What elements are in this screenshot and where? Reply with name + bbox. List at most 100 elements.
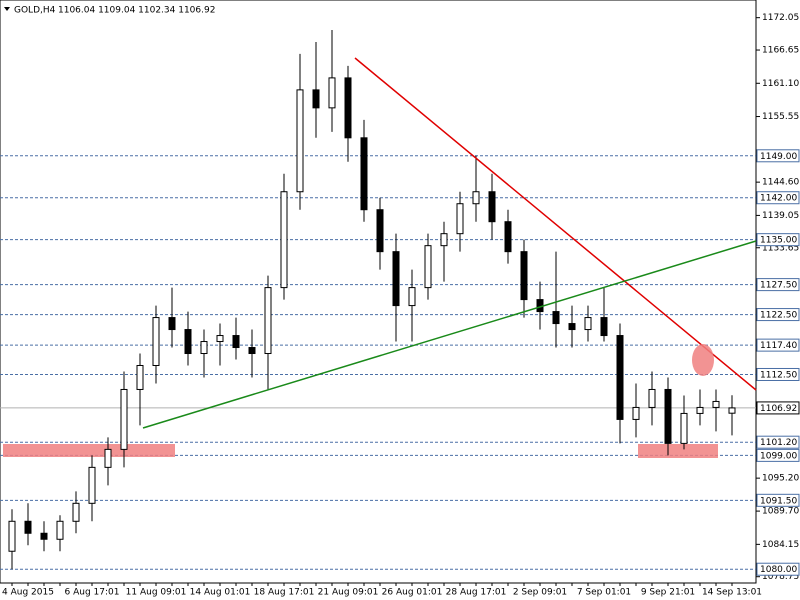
x-tick-label: 21 Aug 09:01 — [318, 588, 379, 598]
candle-body — [360, 137, 368, 211]
x-tick-label: 4 Aug 2015 — [2, 588, 54, 598]
candle-body — [632, 406, 640, 420]
level-label-box — [756, 367, 800, 381]
level-label-box — [756, 308, 800, 322]
candle-body — [376, 209, 384, 253]
level-label: 1135.00 — [760, 236, 797, 246]
y-tick-label: 1078.75 — [762, 572, 799, 582]
y-tick-label: 1089.70 — [762, 507, 799, 517]
x-tick-label: 14 Aug 01:01 — [190, 588, 251, 598]
candle-body — [664, 388, 672, 444]
y-tick-label: 1144.60 — [762, 178, 799, 188]
x-tick-label: 2 Sep 09:01 — [513, 588, 567, 598]
x-tick-label: 14 Sep 13:01 — [702, 588, 762, 598]
current-price-label: 1106.92 — [760, 404, 797, 414]
y-tick-label: 1166.65 — [762, 46, 799, 56]
candle-body — [152, 317, 160, 366]
candle-body — [56, 520, 64, 540]
candle-body — [424, 245, 432, 289]
x-tick-label: 6 Aug 17:01 — [65, 588, 120, 598]
candle-body — [200, 341, 208, 355]
x-tick-label: 28 Aug 17:01 — [446, 588, 507, 598]
y-tick-label: 1095.20 — [762, 474, 799, 484]
x-tick-label: 11 Aug 09:01 — [126, 588, 187, 598]
support-trendline — [142, 240, 757, 429]
x-tick-label: 7 Sep 01:01 — [577, 588, 631, 598]
y-tick-label: 1161.10 — [762, 79, 799, 89]
candle-body — [168, 317, 176, 331]
level-label-box — [756, 493, 800, 507]
candle-body — [312, 89, 320, 109]
level-label: 1112.50 — [760, 370, 797, 380]
candle-body — [520, 251, 528, 301]
candle-body — [24, 520, 32, 534]
level-label-box — [756, 191, 800, 205]
x-tick-label: 18 Aug 17:01 — [254, 588, 315, 598]
ohlc: 1106.04 1109.04 1102.34 1106.92 — [58, 6, 215, 16]
level-label: 1149.00 — [760, 152, 797, 162]
candle-body — [344, 77, 352, 139]
candle-body — [584, 317, 592, 331]
candle-body — [456, 203, 464, 235]
candle-body — [408, 287, 416, 307]
candle-body — [712, 400, 720, 408]
y-tick-label: 1172.05 — [762, 13, 799, 23]
candle-body — [568, 323, 576, 331]
level-label-box — [756, 149, 800, 163]
candle-body — [504, 221, 512, 253]
candle-body — [680, 412, 688, 444]
support-zone — [638, 444, 718, 458]
candle-body — [120, 388, 128, 450]
level-label: 1122.50 — [760, 311, 797, 321]
y-tick-label: 1133.65 — [762, 243, 799, 253]
x-tick-label: 9 Sep 21:01 — [641, 588, 695, 598]
candle-body — [216, 335, 224, 343]
candle-body — [88, 466, 96, 504]
current-price-box — [756, 401, 800, 415]
candle-body — [136, 364, 144, 390]
level-label-box — [756, 435, 800, 449]
level-label: 1127.50 — [760, 281, 797, 291]
candle-body — [248, 347, 256, 355]
highlight-marker — [692, 344, 714, 376]
level-label-box — [756, 233, 800, 247]
candle-body — [552, 311, 560, 325]
level-label: 1080.00 — [760, 565, 797, 575]
level-label: 1099.00 — [760, 451, 797, 461]
level-label-box — [756, 562, 800, 576]
candle-body — [648, 388, 656, 408]
y-tick-label: 1084.15 — [762, 540, 799, 550]
candle-body — [616, 335, 624, 420]
level-label: 1091.50 — [760, 496, 797, 506]
candle-body — [184, 329, 192, 355]
resistance-trendline — [354, 57, 757, 391]
candle-body — [472, 191, 480, 205]
x-tick-label: 26 Aug 01:01 — [382, 588, 443, 598]
level-label: 1142.00 — [760, 194, 797, 204]
y-tick-label: 1139.05 — [762, 211, 799, 221]
y-tick-label: 1155.55 — [762, 112, 799, 122]
level-label: 1101.20 — [760, 438, 797, 448]
candle-body — [440, 233, 448, 247]
candle-body — [104, 448, 112, 468]
support-zone — [3, 444, 175, 457]
candle-body — [328, 77, 336, 109]
level-label-box — [756, 448, 800, 462]
level-label-box — [756, 338, 800, 352]
candle-body — [392, 251, 400, 307]
level-label: 1117.40 — [760, 341, 797, 351]
menu-arrow[interactable] — [4, 7, 10, 11]
candle-body — [296, 89, 304, 193]
candle-body — [40, 532, 48, 540]
candle-body — [232, 335, 240, 349]
candle-body — [600, 317, 608, 337]
candle-body — [264, 287, 272, 355]
level-label-box — [756, 278, 800, 292]
candle-body — [72, 502, 80, 522]
candle-body — [488, 191, 496, 223]
candle-body — [8, 520, 16, 552]
candle-body — [696, 406, 704, 414]
candle-body — [280, 191, 288, 289]
symbol: GOLD,H4 — [14, 6, 56, 16]
